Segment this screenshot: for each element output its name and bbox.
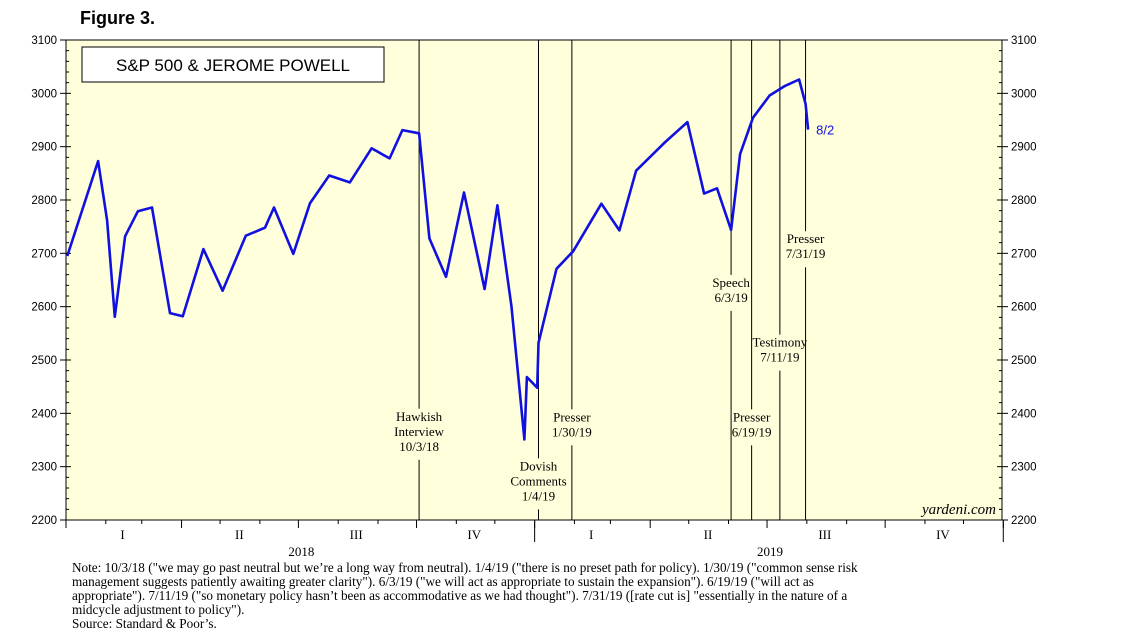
plot-area — [65, 39, 1003, 521]
chart-note: Note: 10/3/18 ("we may go past neutral b… — [72, 561, 1072, 631]
event-label: 6/3/19 — [714, 290, 747, 305]
series-layer: 8/2 — [66, 78, 834, 441]
y-tick-label-right: 2800 — [1011, 195, 1037, 207]
y-tick-label-right: 3000 — [1011, 88, 1037, 100]
event-label: 7/11/19 — [760, 350, 799, 365]
y-tick-label-right: 2300 — [1011, 462, 1037, 474]
y-tick-label-left: 2200 — [31, 515, 57, 527]
event-label: Speech — [712, 275, 750, 290]
chart-title: S&P 500 & JEROME POWELL — [116, 56, 350, 75]
y-tick-label-right: 2600 — [1011, 302, 1037, 314]
y-tick-label-right: 2700 — [1011, 248, 1037, 260]
event-label: 7/31/19 — [786, 246, 826, 261]
year-label: 2019 — [757, 544, 783, 559]
quarter-label: III — [818, 527, 831, 542]
event-label: Hawkish — [396, 409, 443, 424]
event-label: 1/4/19 — [522, 488, 555, 503]
y-tick-label-right: 2900 — [1011, 142, 1037, 154]
event-label: Comments — [510, 473, 566, 488]
y-tick-label-left: 2300 — [31, 462, 57, 474]
y-tick-label-right: 2200 — [1011, 515, 1037, 527]
y-tick-label-left: 3000 — [31, 88, 57, 100]
event-label: 6/19/19 — [732, 424, 772, 439]
y-tick-label-left: 3100 — [31, 35, 57, 47]
event-label: Dovish — [520, 458, 558, 473]
y-tick-label-right: 2500 — [1011, 355, 1037, 367]
note-line: appropriate"). 7/11/19 ("so monetary pol… — [72, 588, 848, 603]
sp500-chart: 2200 2200 2300 2300 2400 2400 2500 2500 2600 2600… — [31, 35, 1036, 559]
event-label: Presser — [553, 409, 591, 424]
y-tick-label-left: 2600 — [31, 302, 57, 314]
title-box — [81, 46, 385, 83]
year-label: 2018 — [288, 544, 314, 559]
y-tick-label-right: 3100 — [1011, 35, 1037, 47]
event-label: 10/3/18 — [399, 439, 439, 454]
note-line: Note: 10/3/18 ("we may go past neutral b… — [72, 560, 858, 575]
series-end-label: 8/2 — [816, 123, 834, 138]
note-line: management suggests patiently awaiting g… — [72, 574, 814, 589]
note-source: Source: Standard & Poor’s. — [72, 616, 217, 631]
figure-label: Figure 3. — [80, 8, 156, 28]
event-label: 1/30/19 — [552, 424, 592, 439]
event-label: Presser — [787, 231, 825, 246]
note-line: midcycle adjustment to policy"). — [72, 602, 245, 617]
axis-ticks: 2200 2200 2300 2300 2400 2400 2500 2500 2600 2600… — [31, 35, 1036, 559]
y-tick-label-left: 2900 — [31, 142, 57, 154]
quarter-label: IV — [467, 527, 481, 542]
watermark: yardeni.com — [920, 502, 996, 518]
quarter-label: IV — [936, 527, 950, 542]
quarter-label: III — [350, 527, 363, 542]
quarter-label: I — [120, 527, 124, 542]
quarter-label: II — [235, 527, 244, 542]
event-label: Interview — [394, 424, 444, 439]
y-tick-label-left: 2400 — [31, 408, 57, 420]
quarter-label: II — [704, 527, 713, 542]
y-tick-label-left: 2800 — [31, 195, 57, 207]
y-tick-label-left: 2700 — [31, 248, 57, 260]
event-label: Testimony — [753, 335, 808, 350]
y-tick-label-right: 2400 — [1011, 408, 1037, 420]
series-line — [66, 78, 810, 441]
event-label: Presser — [733, 409, 771, 424]
quarter-label: I — [589, 527, 593, 542]
y-tick-label-left: 2500 — [31, 355, 57, 367]
